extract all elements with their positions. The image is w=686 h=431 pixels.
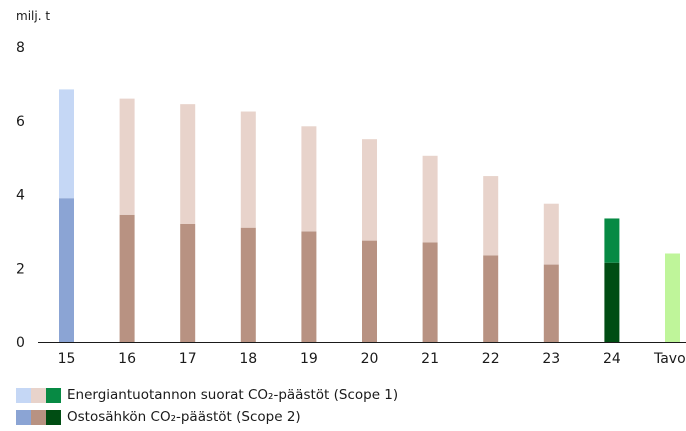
x-tick-label-23: 23 [542, 351, 560, 367]
bar-scope2-16 [119, 214, 135, 342]
y-tick-label-4: 4 [16, 188, 25, 204]
legend-item-scope2: Ostosähkön CO₂-päästöt (Scope 2) [16, 406, 398, 428]
x-tick-label-16: 16 [118, 351, 136, 367]
bar-scope1-22 [483, 176, 499, 256]
x-tick-label-20: 20 [361, 351, 379, 367]
bar-scope1-20 [362, 139, 377, 241]
bar-scope1-24 [604, 218, 620, 263]
legend-label-scope2: Ostosähkön CO₂-päästöt (Scope 2) [67, 409, 301, 425]
bar-scope2-20 [362, 240, 377, 342]
y-tick-label-6: 6 [16, 114, 25, 130]
legend-label-scope1: Energiantuotannon suorat CO₂-päästöt (Sc… [67, 387, 399, 403]
bar-scope1-17 [180, 104, 196, 224]
y-tick-label-8: 8 [16, 40, 25, 56]
bar-scope2-21 [422, 242, 438, 342]
x-tick-label-19: 19 [300, 351, 318, 367]
legend-swatch-scope1-c [46, 387, 61, 403]
bar-scope2-15 [59, 198, 74, 342]
bar-scope2-24 [604, 262, 620, 342]
bar-scope1-15 [59, 89, 74, 199]
y-tick-label-0: 0 [16, 335, 25, 351]
bar-scope2-23 [543, 264, 559, 342]
bar-scope2-17 [180, 224, 196, 342]
bar-scope1-21 [422, 155, 438, 243]
x-tick-label-24: 24 [603, 351, 621, 367]
bar-scope2-18 [240, 227, 256, 342]
x-tick-label-22: 22 [482, 351, 500, 367]
x-tick-label-15: 15 [58, 351, 76, 367]
legend-swatch-scope2-b [31, 409, 46, 425]
y-tick-label-2: 2 [16, 261, 25, 277]
x-tick-label-21: 21 [421, 351, 439, 367]
legend-swatch-scope2-c [46, 409, 61, 425]
legend-swatch-scope2-a [16, 409, 31, 425]
x-tick-label-Tavoit: Tavoit [653, 351, 686, 367]
x-tick-label-18: 18 [239, 351, 257, 367]
bar-scope1-23 [543, 203, 559, 265]
bar-scope2-22 [483, 255, 499, 342]
legend-item-scope1: Energiantuotannon suorat CO₂-päästöt (Sc… [16, 384, 398, 406]
bar-scope1-18 [240, 111, 256, 228]
bar-target-Tavoit [665, 253, 680, 342]
bar-scope2-19 [301, 231, 317, 342]
x-tick-label-17: 17 [179, 351, 197, 367]
bar-chart: milj. t0246815161718192021222324Tavoit [16, 9, 686, 367]
bar-scope1-16 [119, 98, 135, 215]
legend: Energiantuotannon suorat CO₂-päästöt (Sc… [16, 384, 398, 428]
y-axis-unit-label: milj. t [16, 9, 50, 23]
bar-scope1-19 [301, 126, 317, 232]
legend-swatch-scope1-a [16, 387, 31, 403]
legend-swatch-scope1-b [31, 387, 46, 403]
